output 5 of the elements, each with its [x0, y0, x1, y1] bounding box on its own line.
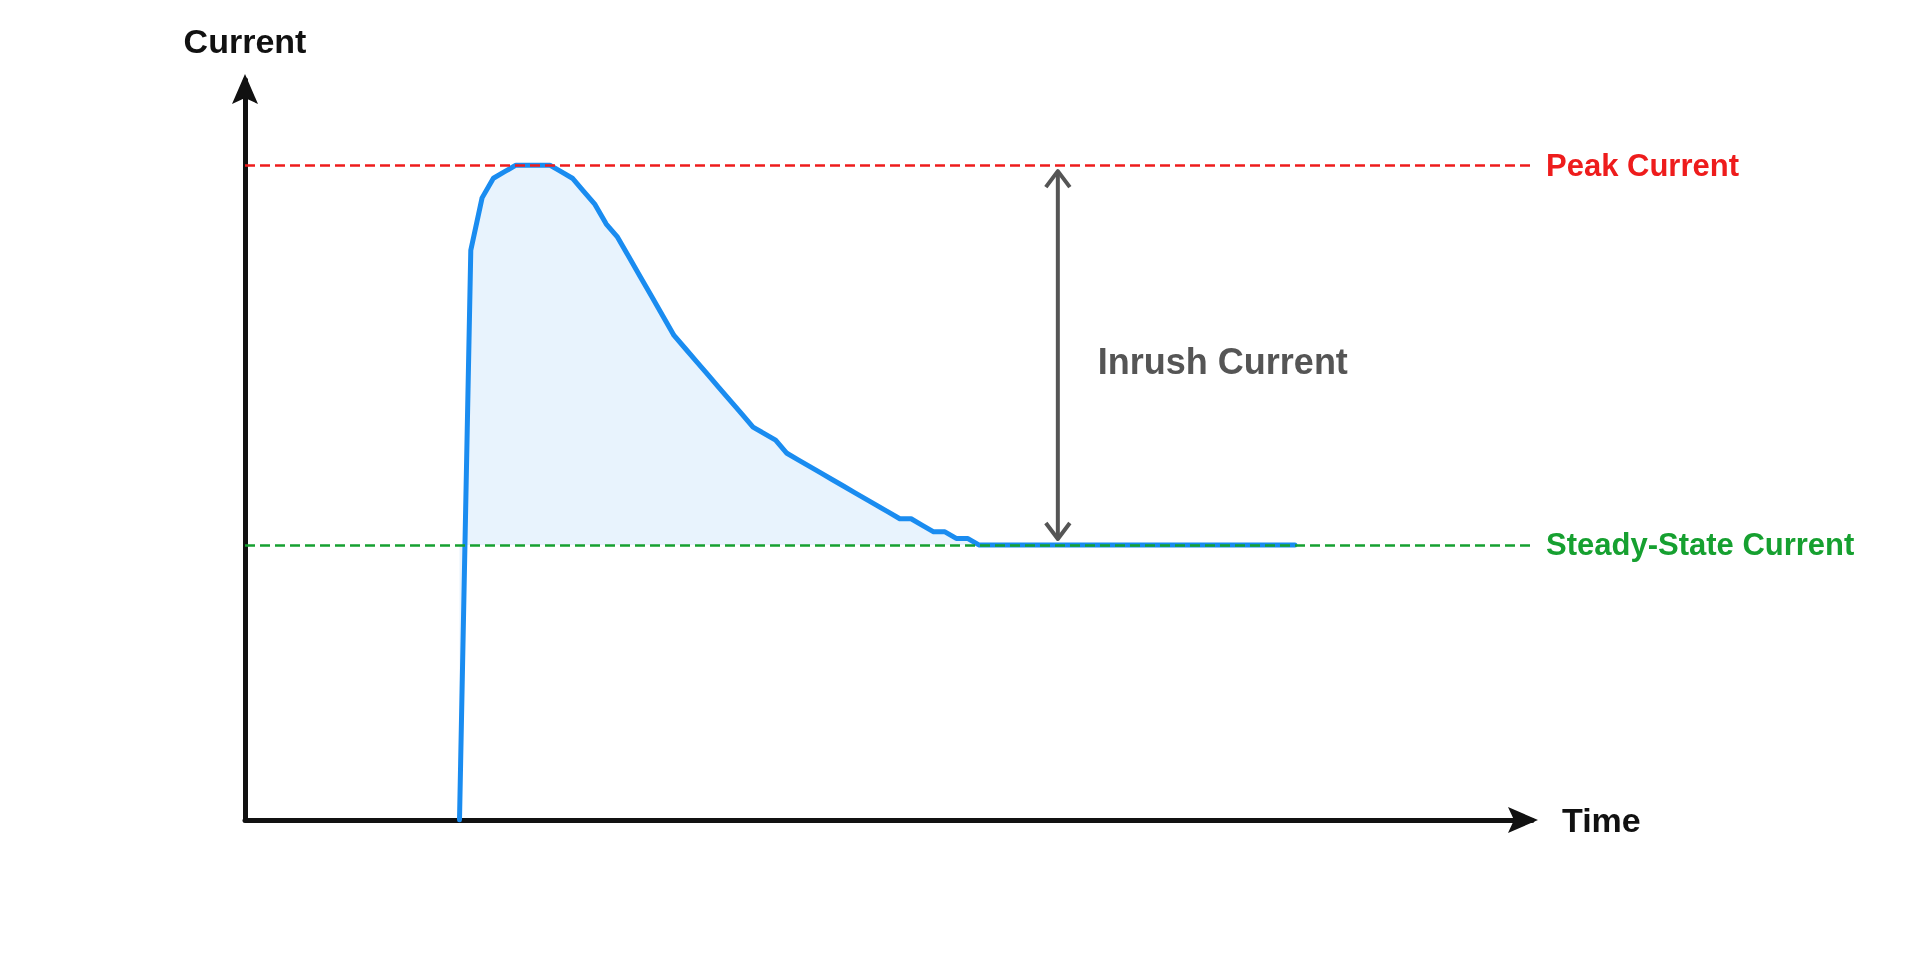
- y-axis-title: Current: [183, 22, 307, 60]
- ref-line-label: Peak Current: [1546, 147, 1739, 183]
- x-axis-title: Time: [1562, 801, 1641, 839]
- annotation: Inrush Current: [1097, 341, 1348, 383]
- ref-line-label: Steady-State Current: [1546, 527, 1855, 563]
